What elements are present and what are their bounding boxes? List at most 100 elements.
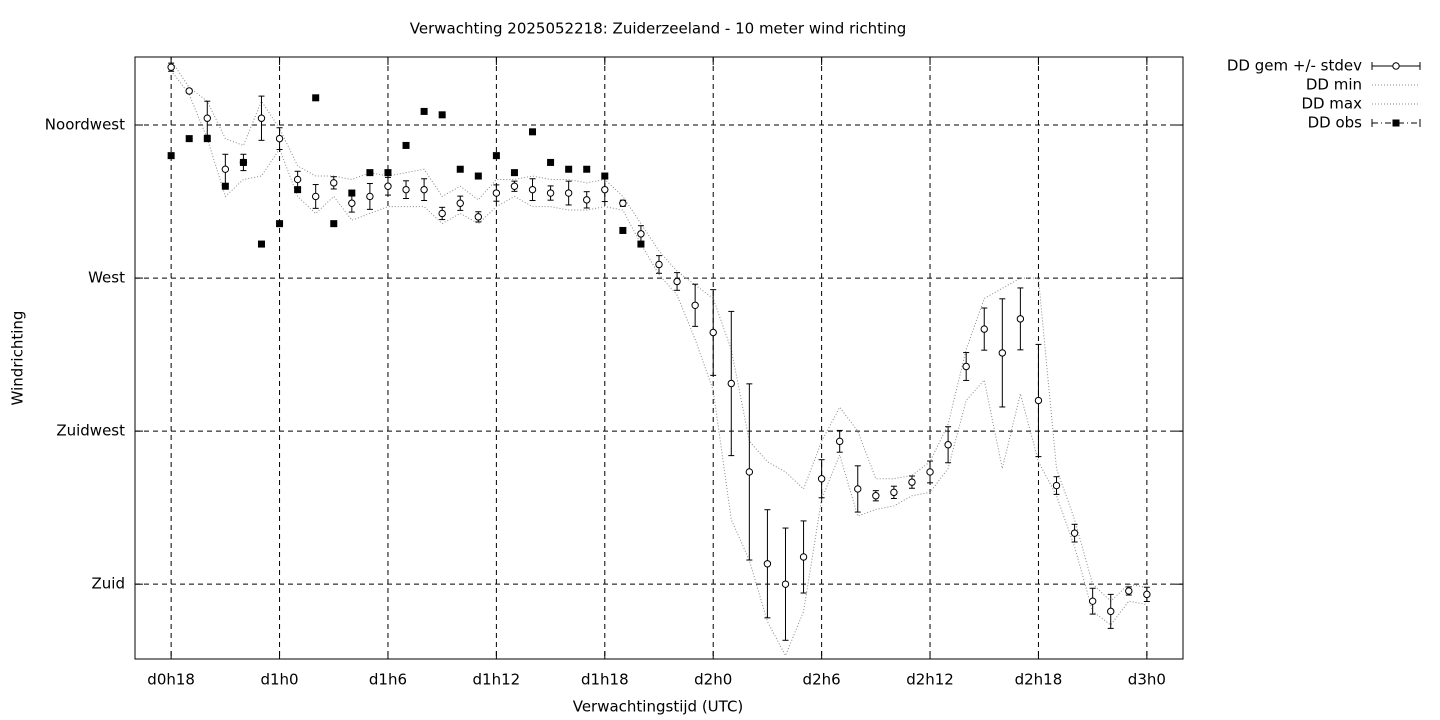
obs-point — [619, 226, 627, 234]
mean-point — [835, 437, 844, 446]
mean-point — [546, 189, 555, 197]
obs-point — [583, 165, 591, 173]
obs-point — [185, 135, 193, 143]
mean-point — [673, 277, 681, 286]
mean-point — [691, 301, 699, 309]
mean-point — [348, 199, 356, 207]
obs-point — [601, 172, 609, 180]
mean-point — [1107, 607, 1115, 616]
mean-point — [366, 192, 374, 201]
mean-point — [763, 560, 772, 568]
obs-point — [366, 169, 374, 177]
mean-point — [799, 553, 808, 561]
mean-point — [1070, 529, 1079, 537]
mean-point — [474, 213, 483, 221]
mean-point — [1143, 590, 1151, 599]
mean-point — [854, 485, 862, 493]
mean-point — [980, 325, 988, 333]
x-tick-label: d1h6 — [369, 671, 407, 689]
obs-point — [492, 152, 500, 160]
mean-point — [872, 492, 880, 500]
mean-point — [456, 199, 464, 207]
obs-point — [474, 172, 482, 180]
obs-point — [547, 158, 555, 166]
x-tick-label: d2h18 — [1015, 671, 1063, 689]
obs-point — [565, 165, 573, 173]
x-tick-label: d1h12 — [473, 671, 521, 689]
x-tick-label: d3h0 — [1128, 671, 1166, 689]
mean-point — [1034, 396, 1043, 405]
mean-point — [402, 185, 410, 194]
obs-point — [294, 186, 302, 194]
x-tick-label: d1h18 — [581, 671, 629, 689]
mean-point — [1052, 481, 1061, 490]
plot-border — [134, 56, 1184, 660]
y-axis-label: Windrichting — [9, 311, 27, 406]
mean-point — [583, 196, 591, 204]
obs-point — [257, 240, 265, 248]
y-tick-label: Zuid — [92, 575, 125, 593]
obs-point — [529, 128, 537, 136]
y-tick-label: Noordwest — [45, 116, 125, 134]
mean-point — [944, 441, 952, 449]
mean-point — [492, 189, 501, 197]
mean-point — [601, 185, 609, 194]
legend-label: DD gem +/- stdev — [1227, 57, 1362, 75]
mean-point — [510, 182, 519, 190]
range-line — [170, 60, 1147, 602]
x-axis-label: Verwachtingstijd (UTC) — [573, 698, 744, 716]
legend-swatch — [1392, 62, 1400, 70]
mean-point — [655, 260, 663, 269]
mean-point — [564, 189, 573, 197]
mean-point — [257, 114, 266, 122]
mean-point — [1125, 587, 1133, 595]
mean-point — [528, 185, 537, 194]
x-tick-label: d2h12 — [906, 671, 954, 689]
obs-point — [312, 94, 320, 102]
mean-point — [890, 488, 898, 497]
mean-point — [619, 199, 627, 207]
mean-point — [221, 165, 230, 173]
obs-point — [438, 111, 446, 119]
obs-point — [384, 169, 392, 177]
obs-point — [203, 135, 211, 143]
mean-point — [384, 182, 392, 190]
mean-point — [926, 468, 934, 476]
obs-point — [420, 107, 428, 115]
mean-point — [781, 580, 790, 588]
x-tick-label: d2h6 — [803, 671, 841, 689]
mean-point — [185, 87, 193, 95]
legend-label: DD obs — [1308, 114, 1363, 132]
obs-point — [167, 152, 175, 160]
mean-point — [998, 349, 1007, 357]
mean-point — [203, 114, 211, 122]
range-line — [170, 70, 1147, 657]
mean-point — [293, 175, 302, 184]
mean-point — [817, 475, 826, 483]
obs-point — [330, 220, 338, 228]
y-tick-label: Zuidwest — [56, 422, 125, 440]
x-tick-label: d0h18 — [147, 671, 195, 689]
y-tick-label: West — [88, 269, 125, 287]
mean-point — [420, 185, 428, 194]
mean-point — [745, 468, 754, 476]
mean-point — [1088, 597, 1097, 605]
mean-point — [727, 379, 735, 388]
mean-point — [709, 328, 717, 337]
mean-point — [1016, 315, 1025, 323]
obs-point — [637, 240, 645, 248]
mean-point — [908, 478, 916, 486]
x-tick-label: d2h0 — [694, 671, 732, 689]
obs-point — [221, 182, 229, 190]
obs-point — [510, 169, 518, 177]
chart-title: Verwachting 2025052218: Zuiderzeeland - … — [410, 20, 906, 38]
obs-point — [348, 189, 356, 197]
x-tick-label: d1h0 — [260, 671, 298, 689]
obs-point — [276, 220, 284, 228]
obs-point — [456, 165, 464, 173]
legend-label: DD min — [1306, 76, 1362, 94]
mean-point — [637, 230, 645, 238]
mean-point — [962, 362, 970, 371]
